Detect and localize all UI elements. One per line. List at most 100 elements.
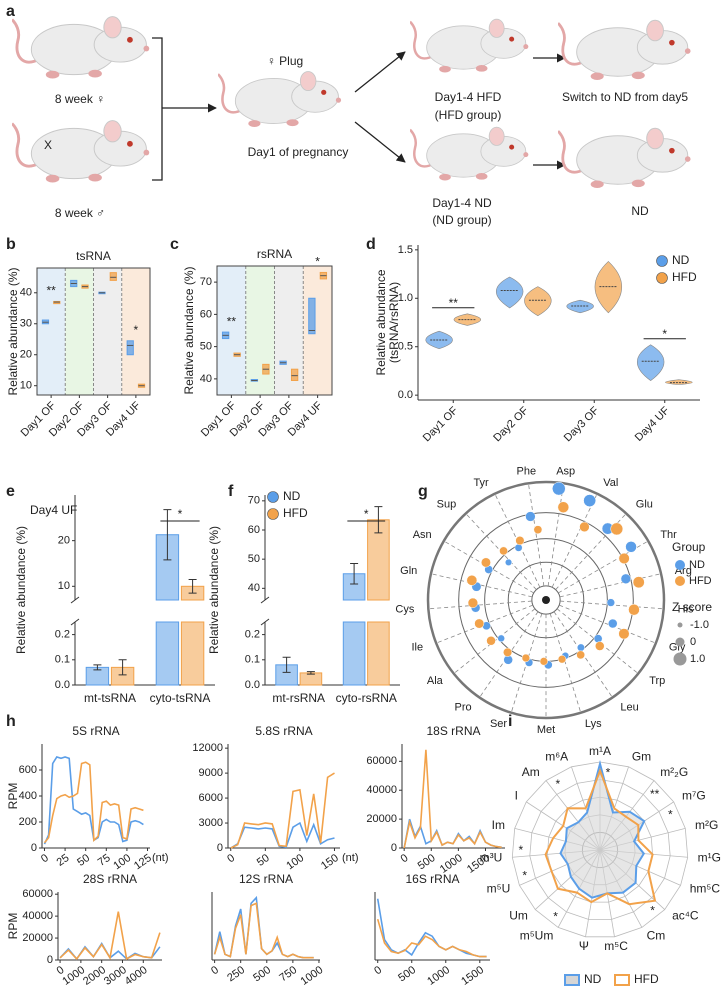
category-label: Ile — [411, 641, 423, 653]
chart-title: tsRNA — [76, 249, 111, 263]
x-tick-label: 0 — [225, 852, 237, 865]
y-tick-label: 0.5 — [398, 341, 413, 353]
category-label: m⁵U — [487, 882, 511, 896]
box — [308, 297, 316, 335]
point — [525, 511, 536, 522]
y-tick-label: 1.5 — [398, 244, 413, 256]
chart-title: 28S rRNA — [83, 872, 137, 886]
y-tick-label: 600 — [19, 764, 37, 776]
x-tick-label: 50 — [75, 852, 92, 869]
violin — [453, 313, 482, 326]
series-line — [230, 772, 335, 849]
x-tick-label: 0 — [39, 852, 51, 865]
legend-swatch — [656, 272, 668, 284]
significance: * — [553, 910, 558, 924]
legend-swatch — [267, 491, 279, 503]
y-axis-label: RPM — [6, 913, 20, 940]
y-tick-label: 40 — [200, 373, 212, 385]
schematic-label: (HFD group) — [435, 108, 502, 122]
x-tick-label: 0 — [55, 964, 67, 977]
point — [557, 501, 570, 513]
point — [499, 546, 508, 556]
spoke — [559, 604, 656, 644]
y-tick-label: 60000 — [366, 755, 397, 767]
x-tick-label: 0 — [209, 964, 221, 977]
point — [557, 655, 567, 664]
category-label: ac⁴C — [672, 909, 699, 923]
significance: * — [606, 765, 611, 779]
spoke — [528, 483, 545, 587]
significance: ** — [650, 787, 660, 801]
y-tick-label: 60 — [248, 524, 260, 536]
panel-label: a — [6, 3, 15, 20]
point — [514, 543, 523, 552]
category-label: Ψ — [579, 939, 589, 953]
y-tick-label: 0.0 — [55, 679, 70, 691]
violin — [636, 344, 665, 381]
y-tick-label: 0 — [47, 954, 53, 966]
significance: * — [315, 255, 320, 269]
significance: * — [668, 808, 673, 822]
y-tick-label: 50 — [248, 553, 260, 565]
category-label: Lys — [585, 718, 602, 730]
series-line — [43, 761, 144, 844]
panel-label: e — [6, 483, 15, 500]
category-label: Sup — [437, 499, 457, 511]
legend-label: ND — [672, 253, 690, 267]
category-band — [37, 268, 66, 395]
y-axis-label: Relative abundance (%) — [207, 526, 221, 654]
y-axis-label: Relative abundance — [374, 269, 388, 375]
point — [610, 522, 624, 536]
category-label: His — [678, 604, 694, 616]
point — [515, 536, 525, 546]
spoke — [549, 613, 582, 713]
point — [618, 552, 630, 565]
series-line — [230, 821, 335, 849]
x-tick-label: mt-rsRNA — [272, 691, 325, 705]
category-label: Trp — [649, 675, 665, 687]
y-tick-label: 50 — [200, 341, 212, 353]
y-tick-label: 9000 — [199, 767, 223, 779]
ring — [511, 761, 689, 938]
bracket — [152, 37, 163, 181]
y-tick-label: 0.1 — [55, 654, 70, 666]
x-tick-label: mt-tsRNA — [84, 691, 136, 705]
violin — [425, 330, 453, 349]
violin — [594, 261, 622, 314]
error-bar — [374, 506, 383, 534]
y-tick-label: 20 — [58, 535, 70, 547]
y-tick-label: 12000 — [192, 742, 223, 754]
legend-label: HFD — [634, 972, 659, 986]
legend-swatch — [656, 255, 668, 267]
significance: * — [518, 843, 523, 857]
y-tick-label: 40000 — [22, 910, 53, 922]
point — [583, 494, 597, 507]
schematic-label: Day1 of pregnancy — [248, 145, 349, 159]
y-tick-label: 70 — [248, 495, 260, 507]
category-label: Pro — [455, 701, 472, 713]
schematic-label: 8 week ♀ — [55, 92, 105, 106]
error-bar — [306, 671, 315, 675]
category-label: Glu — [636, 499, 653, 511]
significance: * — [178, 507, 183, 521]
legend-label: HFD — [283, 506, 308, 520]
y-tick-label: 0.0 — [245, 679, 260, 691]
point — [618, 628, 630, 640]
point — [474, 618, 485, 629]
chart-title: rsRNA — [257, 247, 292, 261]
series-outline — [559, 759, 646, 899]
legend-label: ND — [584, 972, 602, 986]
point — [481, 557, 491, 568]
category-band — [121, 268, 150, 395]
category-band — [303, 266, 332, 395]
y-tick-label: 40 — [20, 287, 32, 299]
spoke — [559, 573, 662, 598]
point — [466, 574, 478, 586]
category-label: m¹A — [589, 744, 611, 758]
category-band — [93, 268, 122, 395]
box — [290, 368, 299, 381]
box — [109, 272, 117, 281]
point — [521, 653, 531, 663]
y-tick-label: 20000 — [366, 813, 397, 825]
